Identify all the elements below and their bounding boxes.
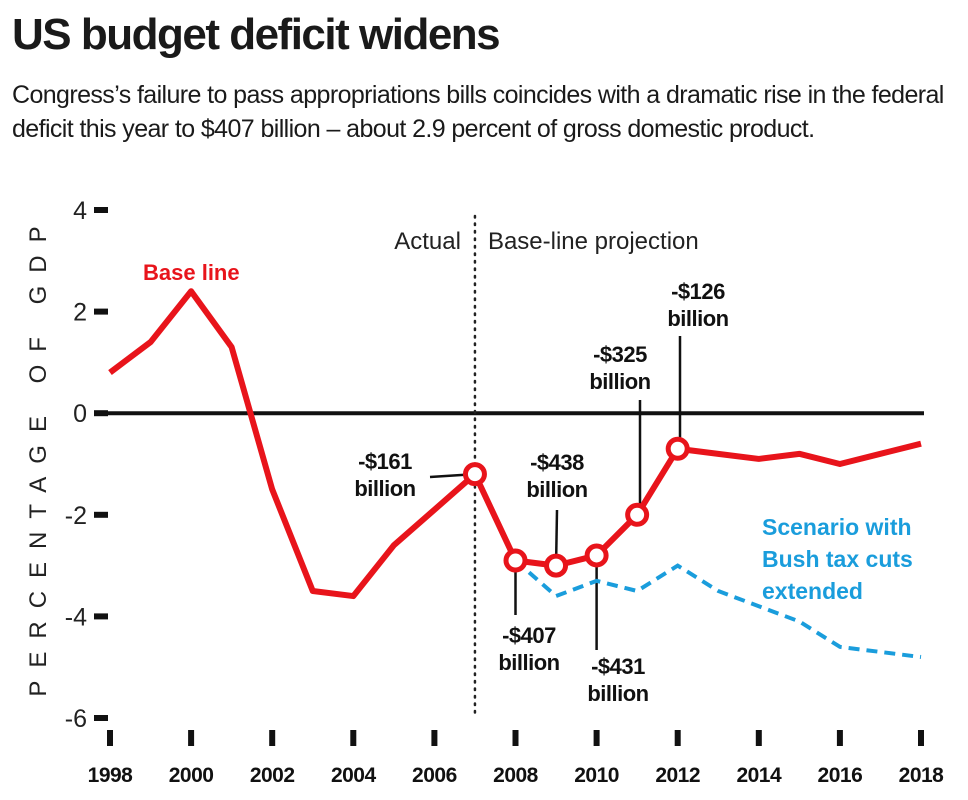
x-tick-label: 1998: [88, 764, 134, 787]
projection-label: Base-line projection: [488, 228, 699, 255]
x-tick-mark: [674, 730, 681, 746]
actual-label: Actual: [394, 228, 461, 255]
annotation-labels: -$161billion-$407billion-$438billion-$43…: [354, 279, 729, 706]
annotation-label: billion: [498, 650, 559, 675]
scenario-label-line: Scenario with: [762, 514, 912, 540]
annotation-label: billion: [667, 306, 728, 331]
x-tick-label: 2004: [331, 764, 377, 787]
y-axis-title: PERCENTAGE OF GDP: [25, 213, 52, 696]
x-tick-label: 2016: [818, 764, 863, 787]
x-tick-mark: [755, 730, 762, 746]
y-tick-mark: [94, 207, 108, 213]
annotation-label: -$431: [591, 654, 645, 679]
y-tick-label: -4: [65, 603, 87, 631]
x-ticks: 1998 2000 2002 2004 2006 2008 2010 2012 2014 2016…: [88, 730, 945, 787]
x-tick-label: 2000: [169, 764, 214, 787]
x-tick-mark: [836, 730, 843, 746]
x-tick-mark: [512, 730, 519, 746]
scenario-series-line: [514, 559, 922, 660]
chart-subtitle: Congress’s failure to pass appropriation…: [12, 81, 944, 143]
y-tick-mark: [94, 511, 108, 518]
y-tick-mark: [94, 308, 108, 315]
y-tick-label: 0: [73, 400, 87, 428]
x-tick-mark: [350, 730, 357, 746]
x-tick-mark: [593, 730, 600, 746]
x-tick-label: 2018: [899, 764, 945, 787]
y-tick-label: 4: [73, 197, 87, 225]
x-tick-label: 2006: [412, 764, 457, 787]
annotation-label: -$161: [358, 449, 412, 474]
annotation-label: billion: [526, 477, 587, 502]
y-tick-mark: [94, 715, 108, 721]
x-tick-label: 2012: [655, 764, 700, 787]
annotation-label: billion: [354, 476, 415, 501]
x-tick-mark: [269, 730, 276, 746]
chart-title: US budget deficit widens: [12, 10, 501, 59]
annotation-label: -$325: [593, 342, 647, 367]
baseline-series-label: Base line: [143, 260, 240, 285]
y-tick-label: -2: [65, 502, 87, 530]
scenario-label-line: Bush tax cuts: [762, 546, 913, 572]
annotation-label: -$126: [671, 279, 725, 304]
annotation-label: -$407: [502, 623, 556, 648]
annotation-label: billion: [587, 681, 648, 706]
y-tick-label: 2: [73, 299, 87, 327]
baseline-markers: [462, 436, 690, 578]
x-tick-mark: [431, 730, 438, 746]
annotation-label: billion: [589, 369, 650, 394]
scenario-series-label: Scenario with Bush tax cuts extended: [762, 514, 913, 604]
data-point-marker: [544, 553, 569, 578]
x-tick-label: 2002: [250, 764, 295, 787]
x-tick-label: 2014: [736, 764, 782, 787]
data-point-marker: [503, 548, 528, 573]
data-point-marker: [462, 462, 487, 487]
y-tick-mark: [94, 613, 108, 620]
x-tick-mark: [918, 730, 924, 746]
data-point-marker: [665, 436, 690, 461]
y-axis-label: PERCENTAGE OF GDP: [25, 213, 52, 696]
x-tick-label: 2010: [574, 764, 619, 787]
y-ticks: 4 2 0 -2 -4 -6: [65, 197, 108, 733]
y-tick-label: -6: [65, 705, 87, 733]
data-point-marker: [625, 502, 650, 527]
scenario-label-line: extended: [762, 578, 863, 604]
x-tick-mark: [188, 730, 195, 746]
x-tick-label: 2008: [493, 764, 539, 787]
data-point-marker: [584, 543, 609, 568]
x-tick-mark: [107, 730, 113, 746]
annotation-label: -$438: [530, 450, 584, 475]
